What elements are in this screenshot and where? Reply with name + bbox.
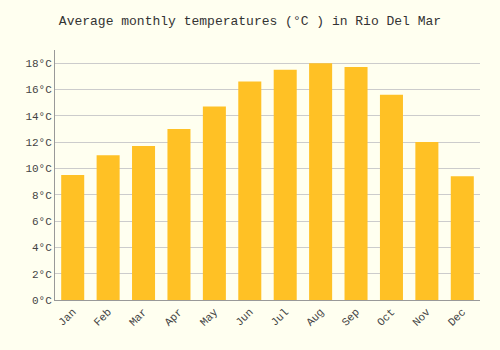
svg-text:Aug: Aug bbox=[304, 306, 326, 328]
svg-text:0°C: 0°C bbox=[32, 295, 52, 307]
svg-text:Feb: Feb bbox=[92, 306, 114, 328]
svg-text:Average monthly temperatures (: Average monthly temperatures (°C ) in Ri… bbox=[59, 14, 441, 29]
svg-text:4°C: 4°C bbox=[32, 242, 52, 254]
svg-text:May: May bbox=[198, 306, 221, 329]
svg-text:14°C: 14°C bbox=[25, 111, 52, 123]
svg-text:Mar: Mar bbox=[127, 306, 149, 328]
svg-text:16°C: 16°C bbox=[25, 84, 52, 96]
svg-text:6°C: 6°C bbox=[32, 216, 52, 228]
svg-text:Dec: Dec bbox=[446, 306, 468, 328]
svg-text:Apr: Apr bbox=[162, 306, 184, 328]
svg-text:Nov: Nov bbox=[410, 306, 433, 329]
svg-text:Jun: Jun bbox=[233, 306, 255, 328]
svg-text:Jul: Jul bbox=[269, 306, 291, 328]
svg-text:Jan: Jan bbox=[56, 306, 78, 328]
svg-text:18°C: 18°C bbox=[25, 58, 52, 70]
svg-text:2°C: 2°C bbox=[32, 269, 52, 281]
svg-text:Sep: Sep bbox=[340, 306, 362, 328]
svg-text:Oct: Oct bbox=[375, 306, 397, 328]
svg-text:8°C: 8°C bbox=[32, 190, 52, 202]
svg-text:10°C: 10°C bbox=[25, 163, 52, 175]
svg-text:12°C: 12°C bbox=[25, 137, 52, 149]
